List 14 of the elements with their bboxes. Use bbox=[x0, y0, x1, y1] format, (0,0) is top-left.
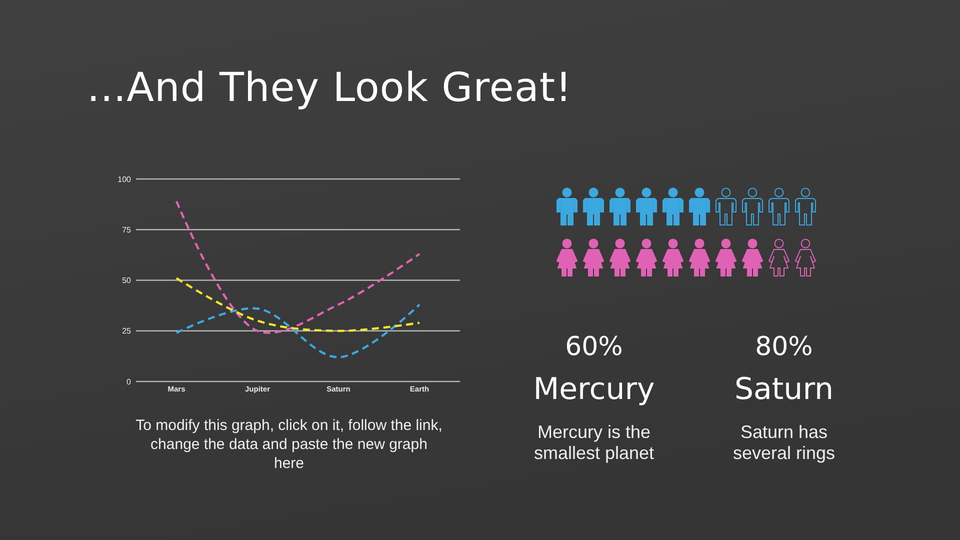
y-tick-label: 100 bbox=[118, 174, 132, 184]
text: Mercury is the smallest planet bbox=[534, 422, 654, 463]
line-series bbox=[175, 303, 421, 358]
y-tick-label: 25 bbox=[122, 326, 132, 336]
y-tick-label: 0 bbox=[126, 377, 132, 386]
category-label: Mercury bbox=[533, 372, 655, 407]
data-label: 80% bbox=[755, 332, 813, 362]
y-tick-label: 50 bbox=[122, 276, 132, 286]
y-tick-label: 75 bbox=[122, 225, 132, 234]
chart-title: ...And They Look Great! bbox=[87, 65, 572, 111]
line-series bbox=[175, 277, 421, 332]
text: To modify this graph, click on it, follow the link, change the data and paste the new graph here bbox=[136, 417, 442, 472]
text: Saturn has several rings bbox=[732, 422, 836, 463]
data-label: 60% bbox=[565, 332, 623, 362]
